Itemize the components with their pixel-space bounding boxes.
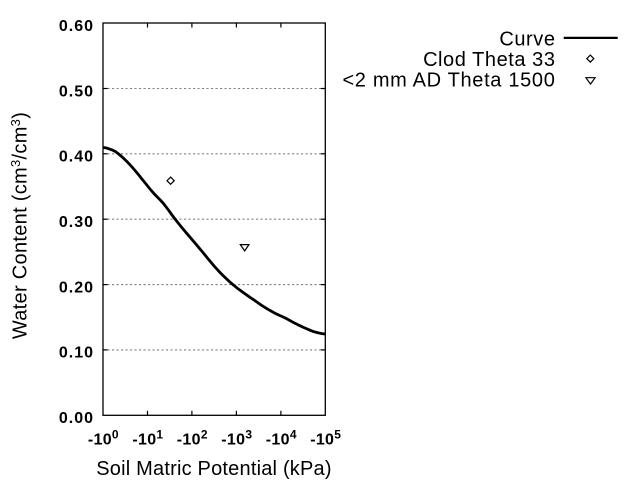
svg-text:0.10: 0.10 bbox=[59, 345, 94, 362]
svg-text:<2 mm AD Theta 1500: <2 mm AD Theta 1500 bbox=[342, 69, 555, 91]
svg-text:0.50: 0.50 bbox=[59, 83, 94, 100]
svg-text:Water Content (cm3/cm3): Water Content (cm3/cm3) bbox=[8, 112, 32, 339]
svg-text:-105: -105 bbox=[310, 427, 341, 448]
svg-text:Clod Theta 33: Clod Theta 33 bbox=[423, 49, 555, 71]
svg-text:Curve: Curve bbox=[499, 28, 555, 50]
svg-text:-102: -102 bbox=[177, 427, 208, 448]
svg-text:0.60: 0.60 bbox=[59, 18, 94, 35]
svg-text:0.00: 0.00 bbox=[59, 410, 94, 427]
svg-text:0.30: 0.30 bbox=[59, 214, 94, 231]
svg-text:0.20: 0.20 bbox=[59, 279, 94, 296]
svg-text:-101: -101 bbox=[132, 427, 163, 448]
svg-text:-103: -103 bbox=[221, 427, 252, 448]
svg-text:Soil Matric Potential (kPa): Soil Matric Potential (kPa) bbox=[96, 458, 331, 480]
svg-text:-104: -104 bbox=[266, 427, 297, 448]
svg-text:-100: -100 bbox=[88, 427, 119, 448]
svg-text:0.40: 0.40 bbox=[59, 149, 94, 166]
